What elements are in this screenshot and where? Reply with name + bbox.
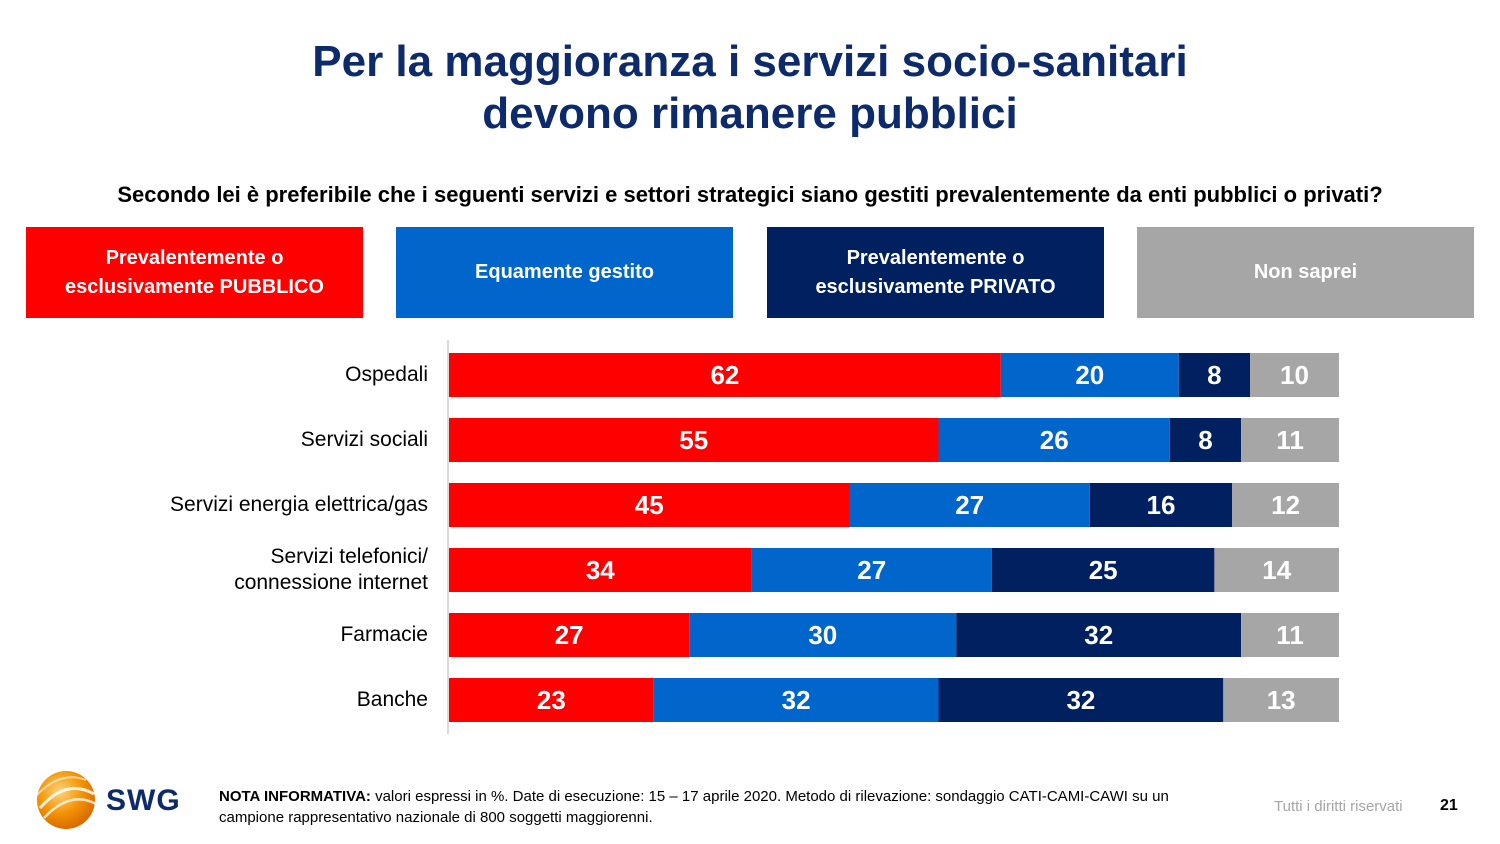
bar-segment: [449, 678, 654, 722]
bar-segment: [1178, 353, 1250, 397]
data-label: 14: [1262, 555, 1291, 585]
title-line-1: Per la maggioranza i servizi socio-sanit…: [312, 37, 1188, 86]
category-label-line: Banche: [356, 688, 428, 711]
bar-segment: [1241, 418, 1339, 462]
bar-segment: [449, 613, 690, 657]
data-label: 27: [857, 555, 886, 585]
informative-note: NOTA INFORMATIVA: valori espressi in %. …: [219, 786, 1199, 828]
category-label-line: Servizi telefonici/: [270, 545, 428, 568]
data-label: 30: [808, 620, 837, 650]
data-label: 32: [782, 685, 811, 715]
data-label: 45: [635, 490, 664, 520]
category-axis-line: [447, 340, 449, 734]
legend-non-saprei-label: Non saprei: [1253, 261, 1358, 283]
bar-segment: [1223, 678, 1339, 722]
bar-segment: [849, 483, 1090, 527]
data-label: 32: [1084, 620, 1113, 650]
legend-equamente-label: Equamente gestito: [475, 261, 654, 283]
legend-non-saprei: Non saprei: [1137, 227, 1474, 318]
bar-segment: [449, 483, 850, 527]
swg-logo-icon: [35, 771, 97, 829]
bar-segment: [1214, 548, 1339, 592]
category-label-line: connessione internet: [234, 571, 428, 594]
bar-segment: [689, 613, 957, 657]
data-label: 27: [955, 490, 984, 520]
bar-segment: [956, 613, 1242, 657]
note-text: valori espressi in %. Date di esecuzione…: [219, 788, 1169, 826]
bar-segment: [751, 548, 992, 592]
bar-segment: [449, 418, 939, 462]
bar-segment: [449, 548, 752, 592]
category-label: Servizi telefonici/connessione internet: [108, 544, 428, 596]
category-label: Farmacie: [108, 622, 428, 648]
logo-text: SWG: [106, 784, 181, 817]
data-label: 8: [1198, 425, 1212, 455]
legend-pubblico-line2: esclusivamente PUBBLICO: [65, 275, 324, 298]
bar-segment: [938, 678, 1224, 722]
data-label: 32: [1066, 685, 1095, 715]
category-label-line: Ospedali: [345, 363, 428, 386]
data-label: 25: [1089, 555, 1118, 585]
bar-segment: [1169, 418, 1242, 462]
note-bold-label: NOTA INFORMATIVA:: [219, 788, 371, 805]
legend-pubblico: Prevalentemente o esclusivamente PUBBLICO: [26, 227, 363, 318]
bar-segment: [1089, 483, 1233, 527]
data-label: 11: [1276, 425, 1304, 455]
data-label: 16: [1147, 490, 1176, 520]
data-label: 11: [1276, 620, 1304, 650]
data-label: 34: [586, 555, 615, 585]
legend-pubblico-line1: Prevalentemente o: [105, 246, 284, 269]
title-line-2: devono rimanere pubblici: [482, 89, 1018, 138]
category-label: Servizi sociali: [108, 427, 428, 453]
legend-privato-line2: esclusivamente PRIVATO: [815, 275, 1056, 298]
copyright-text: Tutti i diritti riservati: [1274, 798, 1403, 815]
bar-segment: [1000, 353, 1179, 397]
bar-segment: [938, 418, 1170, 462]
data-label: 12: [1271, 490, 1300, 520]
category-label: Servizi energia elettrica/gas: [108, 492, 428, 518]
data-label: 10: [1280, 360, 1309, 390]
category-label-line: Servizi energia elettrica/gas: [170, 493, 428, 516]
data-label: 13: [1267, 685, 1296, 715]
data-label: 23: [537, 685, 566, 715]
data-label: 55: [679, 425, 708, 455]
legend-privato: Prevalentemente o esclusivamente PRIVATO: [767, 227, 1104, 318]
bar-segment: [991, 548, 1215, 592]
data-label: 27: [555, 620, 584, 650]
category-label-line: Farmacie: [340, 623, 428, 646]
bar-segment: [449, 353, 1001, 397]
data-label: 8: [1207, 360, 1221, 390]
page-title: Per la maggioranza i servizi socio-sanit…: [0, 36, 1500, 140]
category-label: Banche: [108, 687, 428, 713]
bar-segment: [1232, 483, 1339, 527]
bar-segment: [1241, 613, 1339, 657]
category-label-line: Servizi sociali: [300, 428, 428, 451]
survey-question: Secondo lei è preferibile che i seguenti…: [117, 182, 1383, 207]
bar-segment: [653, 678, 939, 722]
legend-privato-line1: Prevalentemente o: [846, 246, 1025, 269]
page-number: 21: [1440, 797, 1458, 814]
legend-equamente: Equamente gestito: [396, 227, 733, 318]
data-label: 26: [1040, 425, 1069, 455]
data-label: 62: [710, 360, 739, 390]
bar-segment: [1250, 353, 1339, 397]
category-label: Ospedali: [108, 362, 428, 388]
data-label: 20: [1075, 360, 1104, 390]
